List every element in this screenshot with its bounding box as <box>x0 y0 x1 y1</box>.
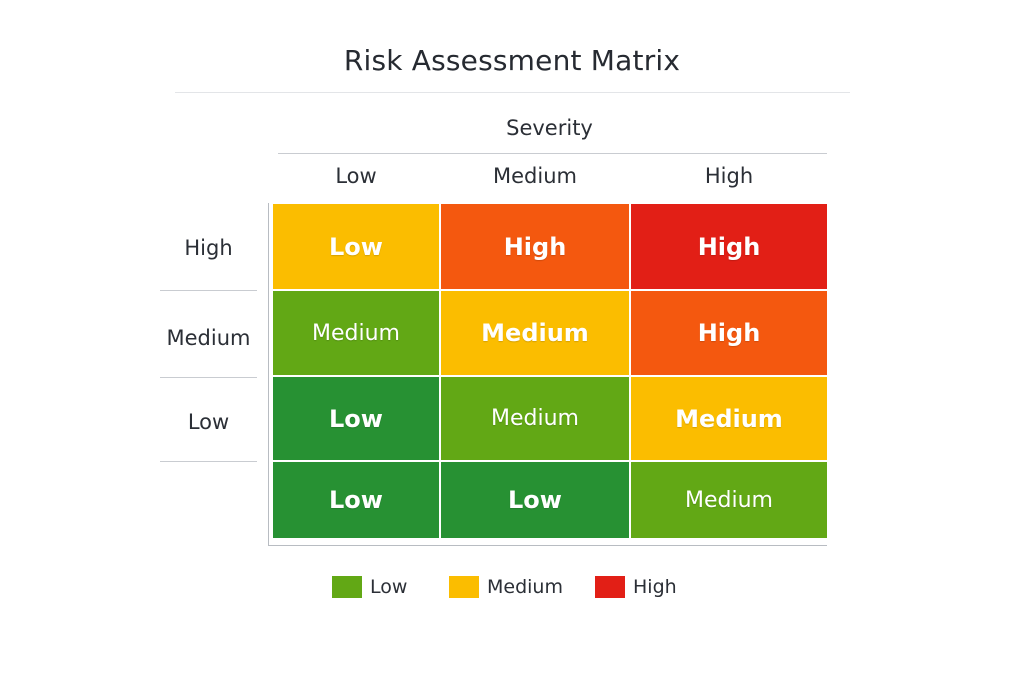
legend-label-medium: Medium <box>487 576 563 598</box>
legend-swatch-medium <box>449 576 479 598</box>
matrix-left-axis <box>268 203 269 546</box>
matrix-cell-r4-c1: Low <box>273 462 439 538</box>
row-divider <box>160 461 257 462</box>
matrix-cell-r3-c2: Medium <box>441 377 629 460</box>
matrix-cell-r4-c2: Low <box>441 462 629 538</box>
row-label-medium: Medium <box>166 326 251 350</box>
matrix-cell-r1-c2: High <box>441 204 629 289</box>
legend-item-low: Low <box>332 575 407 599</box>
legend-item-high: High <box>595 575 677 599</box>
matrix-cell-r1-c1: Low <box>273 204 439 289</box>
row-divider <box>160 290 257 291</box>
matrix-cell-r2-c1: Medium <box>273 291 439 375</box>
row-label-low: Low <box>187 410 230 434</box>
severity-axis-divider <box>278 153 827 154</box>
matrix-bottom-axis <box>268 545 827 546</box>
matrix-cell-r2-c3: High <box>631 291 827 375</box>
row-label-high: High <box>184 236 233 260</box>
matrix-cell-r1-c3: High <box>631 204 827 289</box>
row-divider <box>160 377 257 378</box>
matrix-cell-r2-c2: Medium <box>441 291 629 375</box>
legend-item-medium: Medium <box>449 575 563 599</box>
severity-axis-title: Severity <box>506 116 593 140</box>
legend-swatch-high <box>595 576 625 598</box>
matrix-cell-r3-c1: Low <box>273 377 439 460</box>
legend-label-high: High <box>633 576 677 598</box>
matrix-cell-r3-c3: Medium <box>631 377 827 460</box>
legend-swatch-low <box>332 576 362 598</box>
column-label-medium: Medium <box>493 164 577 188</box>
title-divider <box>175 92 850 93</box>
column-label-low: Low <box>335 164 377 188</box>
page-title: Risk Assessment Matrix <box>343 44 681 77</box>
column-label-high: High <box>704 164 754 188</box>
legend-label-low: Low <box>370 576 408 598</box>
matrix-cell-r4-c3: Medium <box>631 462 827 538</box>
